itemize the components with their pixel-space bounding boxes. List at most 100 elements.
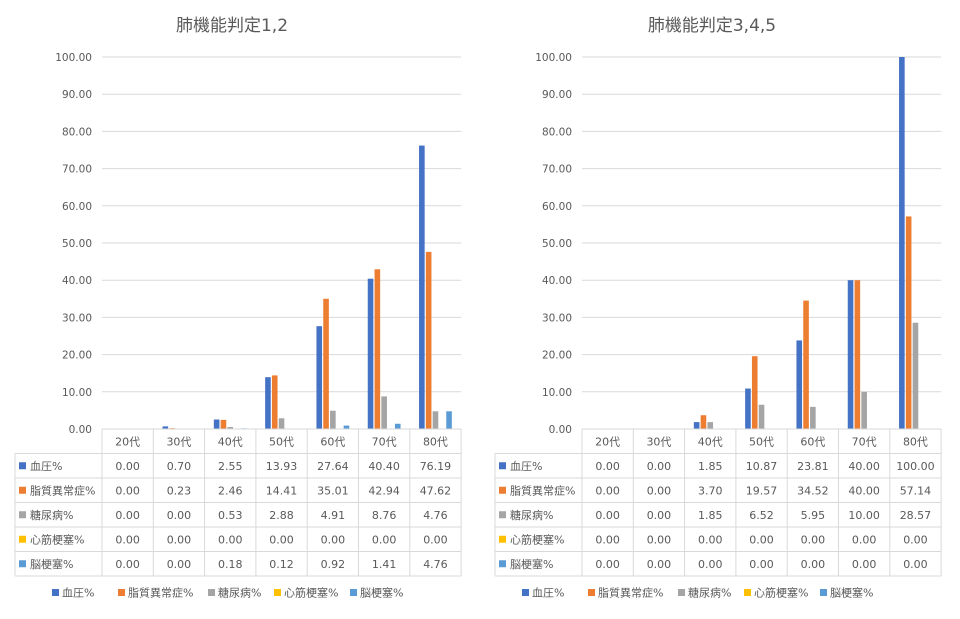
data-label: 100.00: [896, 460, 935, 473]
table-legend-key: [19, 462, 26, 470]
legend-key: [118, 589, 125, 596]
data-label: 8.76: [372, 509, 397, 522]
legend-key: [588, 589, 595, 596]
data-label: 0.00: [647, 484, 672, 497]
data-label: 40.00: [848, 460, 880, 473]
data-label: 0.00: [167, 533, 192, 546]
category-label: 30代: [166, 435, 191, 448]
data-label: 10.00: [848, 509, 880, 522]
bar: [796, 340, 803, 429]
table-legend-key: [499, 560, 506, 568]
table-legend-key: [19, 560, 26, 568]
data-label: 27.64: [317, 460, 349, 473]
data-label: 0.00: [115, 460, 140, 473]
bar: [323, 298, 329, 429]
y-tick-label: 70.00: [62, 164, 92, 176]
data-label: 47.62: [420, 484, 452, 497]
data-label: 0.00: [647, 558, 672, 571]
data-label: 0.00: [852, 558, 877, 571]
data-label: 42.94: [368, 484, 400, 497]
y-tick-label: 60.00: [542, 201, 572, 213]
data-label: 76.19: [420, 460, 452, 473]
table-legend-key: [19, 511, 26, 519]
bar: [227, 427, 234, 429]
legend-label: 脳梗塞%: [830, 586, 873, 600]
data-label: 0.00: [647, 460, 672, 473]
data-label: 0.00: [801, 558, 826, 571]
y-tick-label: 0.00: [69, 424, 92, 436]
bar: [912, 322, 919, 429]
bar: [419, 145, 425, 430]
bar: [751, 356, 758, 429]
category-label: 80代: [423, 435, 448, 448]
data-label: 4.76: [423, 509, 448, 522]
data-label: 0.00: [852, 533, 877, 546]
legend-key: [744, 589, 751, 596]
data-label: 28.57: [900, 509, 932, 522]
bar: [700, 415, 707, 429]
bar: [265, 377, 271, 429]
bar: [367, 278, 374, 429]
bar: [213, 419, 220, 429]
chart-2: 肺機能判定3,4,5 0.00 10.00 20.00 30.00 40.00 50.00 6…: [494, 16, 942, 600]
data-label: 23.81: [797, 460, 829, 473]
category-label: 20代: [115, 435, 140, 448]
data-label: 0.00: [423, 533, 448, 546]
legend-label: 血圧%: [62, 586, 94, 600]
data-label: 2.55: [218, 460, 243, 473]
data-label: 2.46: [218, 484, 243, 497]
y-tick-label: 50.00: [62, 238, 92, 250]
data-label: 0.00: [115, 484, 140, 497]
bar: [693, 422, 700, 429]
data-label: 0.53: [218, 509, 243, 522]
data-label: 1.85: [698, 509, 723, 522]
legend-label: 脳梗塞%: [360, 586, 403, 600]
data-label: 0.00: [749, 558, 774, 571]
bar: [899, 57, 905, 429]
legend-label: 糖尿病%: [218, 586, 261, 600]
data-label: 5.95: [801, 509, 826, 522]
category-label: 70代: [372, 435, 397, 448]
data-label: 1.41: [372, 558, 397, 571]
bar: [446, 411, 452, 429]
bar: [905, 216, 912, 429]
category-label: 30代: [646, 435, 671, 448]
category-label: 60代: [800, 435, 825, 448]
y-tick-label: 40.00: [62, 275, 92, 287]
data-label: 0.00: [647, 533, 672, 546]
bar: [381, 396, 387, 429]
data-label: 0.00: [321, 533, 346, 546]
y-tick-label: 60.00: [62, 201, 92, 213]
data-label: 0.00: [801, 533, 826, 546]
bar: [278, 418, 285, 429]
data-label: 35.01: [317, 484, 349, 497]
table-series-name: 心筋梗塞%: [30, 532, 84, 546]
y-tick-label: 10.00: [62, 387, 92, 399]
table-series-name: 脳梗塞%: [510, 557, 553, 571]
y-tick-label: 100.00: [535, 52, 572, 64]
category-label: 70代: [852, 435, 877, 448]
data-label: 3.70: [698, 484, 723, 497]
table-legend-key: [499, 462, 506, 470]
data-label: 0.70: [167, 460, 192, 473]
data-label: 0.00: [269, 533, 294, 546]
data-label: 0.00: [115, 533, 140, 546]
bar: [803, 300, 809, 429]
data-label: 0.00: [115, 558, 140, 571]
legend-key: [820, 589, 827, 596]
legend-key: [678, 589, 685, 596]
category-label: 60代: [320, 435, 345, 448]
legend-key: [208, 589, 215, 596]
bar: [810, 406, 816, 429]
table-legend-key: [19, 486, 26, 494]
data-label: 0.00: [167, 509, 192, 522]
chart-1: 肺機能判定1,2 0.00 10.00 20.00 30.00 40.00 50.00 60.…: [14, 16, 462, 600]
table-legend-key: [499, 535, 506, 543]
data-label: 4.76: [423, 558, 448, 571]
y-tick-label: 90.00: [62, 89, 92, 101]
data-label: 0.00: [595, 558, 620, 571]
category-label: 40代: [218, 435, 243, 448]
data-label: 0.00: [595, 460, 620, 473]
legend-label: 脂質異常症%: [598, 586, 663, 600]
table-series-name: 心筋梗塞%: [510, 532, 564, 546]
